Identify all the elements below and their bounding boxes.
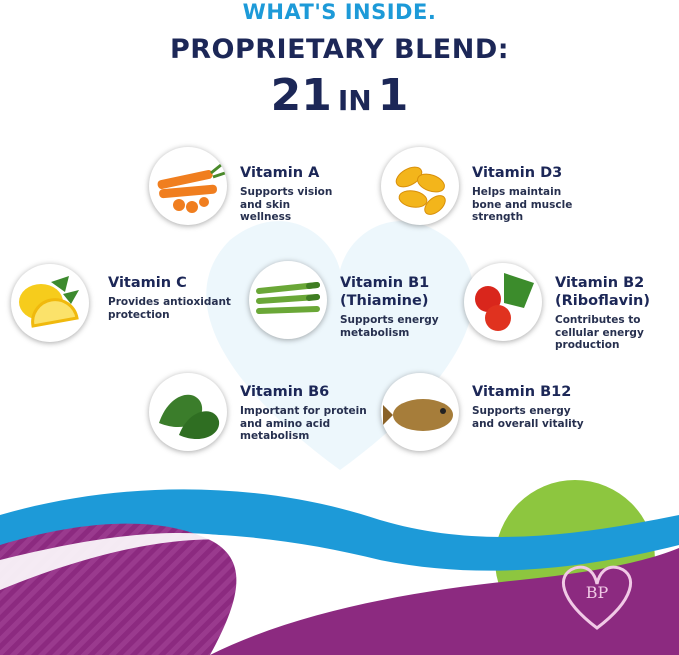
item-name: Vitamin C [108,275,187,291]
item-illustration [19,276,79,328]
item-image [11,264,89,342]
item-image [249,261,327,339]
item-name: Vitamin A [240,165,320,181]
item-illustration [157,163,226,213]
eyebrow-heading: WHAT'S INSIDE. [242,0,437,24]
item-image [149,373,227,451]
main-heading: PROPRIETARY BLEND: [169,34,510,65]
svg-text:BP: BP [586,583,609,602]
item-name: Vitamin B2 (Riboflavin) [555,275,651,309]
item-name: Vitamin D3 [472,165,563,181]
item-description: Provides antioxidant protection [108,296,231,321]
item-text: Vitamin D3 Helps maintain bone and muscle… [472,164,592,224]
item-description: Contributes to cellular energy productio… [555,314,644,351]
item-text: Vitamin B1 (Thiamine) Supports energy met… [340,274,440,339]
item-text: Vitamin C Provides antioxidant protection [108,274,238,321]
item-description: Supports vision and skin wellness [240,186,333,223]
item-name: Vitamin B1 (Thiamine) [340,275,430,309]
item-text: Vitamin B2 (Riboflavin) Contributes to ce… [555,274,675,352]
item-name: Vitamin B12 [472,384,572,400]
item-image [149,147,227,225]
item-description: Important for protein and amino acid met… [240,405,367,442]
item-illustration [256,282,320,314]
item-description: Supports energy metabolism [340,314,439,339]
item-image [381,147,459,225]
item-illustration [383,399,453,431]
count-connector: IN [337,84,372,117]
item-text: Vitamin B12 Supports energy and overall v… [472,383,592,430]
item-illustration [475,273,534,331]
item-text: Vitamin B6 Important for protein and amin… [240,383,370,443]
item-illustration [159,394,220,440]
item-image [464,263,542,341]
count-left: 21 [270,70,332,121]
item-image [381,373,459,451]
item-text: Vitamin A Supports vision and skin wellne… [240,164,360,224]
item-description: Supports energy and overall vitality [472,405,584,430]
item-illustration [395,166,446,215]
item-description: Helps maintain bone and muscle strength [472,186,573,223]
count-right: 1 [377,70,409,121]
item-name: Vitamin B6 [240,384,330,400]
count-heading: 21 IN 1 [0,70,679,121]
